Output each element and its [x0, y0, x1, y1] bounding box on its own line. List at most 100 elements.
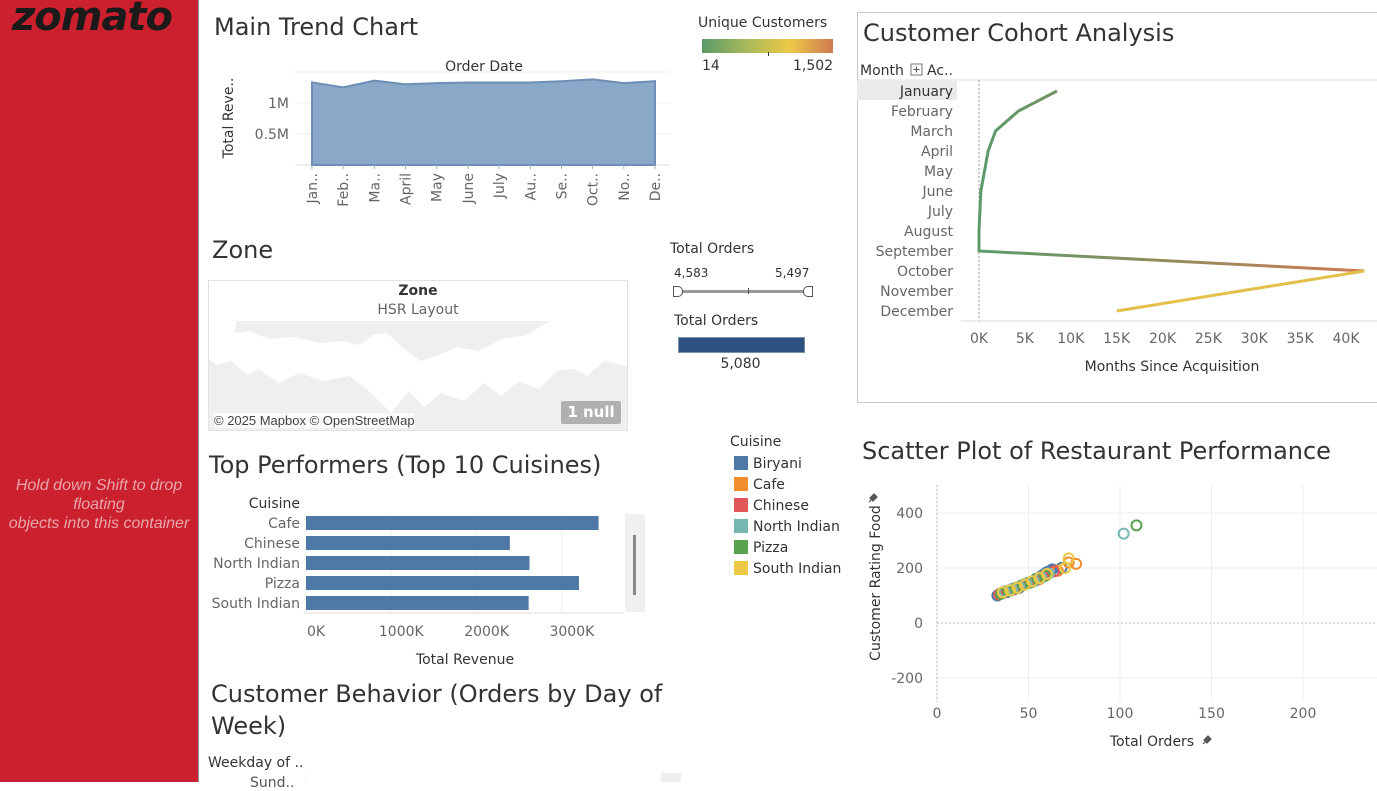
legend-item-biryani[interactable]: Biryani: [734, 456, 802, 472]
null-badge[interactable]: 1 null: [561, 401, 621, 424]
gradient-midtick: [768, 52, 769, 56]
cohort-row-label[interactable]: February: [891, 104, 953, 120]
total-orders-card-value: 5,080: [720, 356, 761, 372]
total-orders-card-bar[interactable]: [678, 337, 805, 353]
scatter-xtick-label: 50: [1020, 706, 1038, 722]
top-performers-title: Top Performers (Top 10 Cuisines): [209, 451, 602, 479]
trend-xtick-label: De..: [648, 173, 664, 201]
behavior-header: Weekday of ..: [208, 755, 304, 771]
trend-chart[interactable]: Order Date Total Reve.. 1M 0.5M Jan.. Feb.…: [205, 50, 675, 210]
cohort-row-label[interactable]: September: [876, 244, 954, 260]
bar-north-indian[interactable]: [306, 556, 530, 570]
scatter-point-chinese[interactable]: [1048, 565, 1061, 578]
range-slider-left-handle[interactable]: [673, 286, 683, 297]
unique-customers-max: 1,502: [793, 58, 834, 74]
bar-category-label[interactable]: Cafe: [268, 516, 300, 532]
cohort-xtick-label: 0K: [970, 331, 989, 347]
zone-map[interactable]: [209, 321, 627, 430]
bar-south-indian[interactable]: [306, 596, 529, 610]
total-orders-filter-min: 4,583: [674, 266, 709, 280]
bar-scrollbar-thumb[interactable]: [633, 535, 636, 595]
trend-xtick-label: Ma..: [367, 173, 383, 203]
top-performers-chart[interactable]: Cuisine Cafe Chinese North Indian Pizza Sout…: [205, 490, 650, 670]
cohort-sort-icon[interactable]: [910, 63, 923, 76]
scatter-point-south-indian[interactable]: [1004, 584, 1017, 597]
scatter-point-south-indian[interactable]: [1011, 581, 1024, 594]
cohort-chart[interactable]: Month Ac.. January February March April May J…: [857, 56, 1377, 386]
total-orders-filter-title: Total Orders: [670, 241, 755, 257]
cohort-row-label[interactable]: March: [910, 124, 953, 140]
bar-category-label[interactable]: Pizza: [265, 576, 300, 592]
legend-label: Chinese: [753, 498, 809, 514]
cohort-line-tail[interactable]: [1116, 269, 1365, 313]
scatter-xtick-label: 100: [1107, 706, 1134, 722]
scatter-chart[interactable]: Customer Rating Food 400 200 0 -200 0 50 100 1…: [860, 480, 1377, 755]
cohort-row-label[interactable]: October: [897, 264, 953, 280]
bar-xtick-label: 2000K: [464, 624, 510, 640]
cuisine-legend-title: Cuisine: [730, 434, 782, 450]
scatter-point-north-indian[interactable]: [1117, 527, 1130, 540]
legend-item-pizza[interactable]: Pizza: [734, 540, 788, 556]
cohort-row-label[interactable]: May: [924, 164, 953, 180]
legend-item-south-indian[interactable]: South Indian: [734, 561, 841, 577]
scatter-point-south-indian[interactable]: [1062, 552, 1075, 565]
pin-icon-x[interactable]: [1202, 735, 1212, 745]
bar-xtick-label: 0K: [307, 624, 326, 640]
bar-category-label[interactable]: Chinese: [244, 536, 300, 552]
bar-pizza[interactable]: [306, 576, 579, 590]
scatter-point-south-indian[interactable]: [1033, 572, 1046, 585]
cohort-row-label[interactable]: April: [921, 144, 953, 160]
cohort-xtick-label: 5K: [1016, 331, 1035, 347]
scatter-ytick-label: 200: [896, 561, 923, 577]
scatter-ytick-label: 400: [896, 506, 923, 522]
trend-xtick-label: No..: [617, 173, 633, 201]
cohort-row-label[interactable]: June: [922, 184, 954, 200]
legend-item-cafe[interactable]: Cafe: [734, 477, 785, 493]
scatter-point-pizza[interactable]: [1130, 519, 1143, 532]
bar-category-label[interactable]: North Indian: [213, 556, 300, 572]
trend-area-series[interactable]: [311, 78, 656, 166]
trend-xtick-label: July: [492, 173, 508, 199]
unique-customers-gradient: [702, 39, 833, 53]
trend-ytick-label: 0.5M: [255, 127, 289, 143]
cohort-row-label[interactable]: January: [899, 84, 953, 100]
legend-label: Biryani: [753, 456, 802, 472]
bar-category-label[interactable]: South Indian: [212, 596, 300, 612]
scatter-point-south-indian[interactable]: [1018, 578, 1031, 591]
trend-ylabel: Total Reve..: [221, 78, 237, 160]
scatter-xlabel: Total Orders: [1109, 734, 1194, 750]
legend-item-chinese[interactable]: Chinese: [734, 498, 809, 514]
cohort-row-label[interactable]: December: [880, 304, 953, 320]
scatter-ylabel: Customer Rating Food: [868, 505, 884, 661]
legend-item-north-indian[interactable]: North Indian: [734, 519, 840, 535]
range-slider-track[interactable]: [678, 290, 808, 293]
bar-chinese[interactable]: [306, 536, 510, 550]
trend-xtick-label: Se..: [554, 173, 570, 199]
pin-icon[interactable]: [868, 493, 878, 503]
cohort-line-main[interactable]: [977, 89, 1365, 273]
scatter-ytick-label: 0: [914, 616, 923, 632]
legend-label: North Indian: [753, 519, 840, 535]
cohort-panel: Customer Cohort Analysis: [857, 12, 1377, 403]
bar-cafe[interactable]: [306, 516, 599, 530]
drop-hint-line-2: floating: [73, 496, 125, 513]
scatter-ytick-label: -200: [891, 671, 923, 687]
scatter-title: Scatter Plot of Restaurant Performance: [862, 437, 1331, 465]
cohort-row-label[interactable]: July: [927, 204, 953, 220]
legend-swatch: [734, 456, 748, 470]
map-attribution[interactable]: © 2025 Mapbox © OpenStreetMap: [214, 413, 415, 428]
scatter-point-south-indian[interactable]: [996, 586, 1009, 599]
unique-customers-title: Unique Customers: [698, 15, 828, 31]
cohort-xtick-label: 25K: [1195, 331, 1223, 347]
range-slider-right-handle[interactable]: [803, 286, 813, 297]
cohort-xtick-label: 10K: [1057, 331, 1085, 347]
zomato-logo: zomato: [12, 0, 173, 40]
scatter-xtick-label: 150: [1198, 706, 1225, 722]
cohort-row-label[interactable]: August: [904, 224, 954, 240]
behavior-scrollbar[interactable]: [661, 773, 681, 782]
cohort-xtick-label: 35K: [1287, 331, 1315, 347]
drop-hint: Hold down Shift to drop floating objects…: [0, 476, 198, 533]
scatter-point-pizza[interactable]: [1038, 569, 1051, 582]
cohort-row-label[interactable]: November: [880, 284, 953, 300]
behavior-title-line-2: Week): [211, 712, 287, 740]
